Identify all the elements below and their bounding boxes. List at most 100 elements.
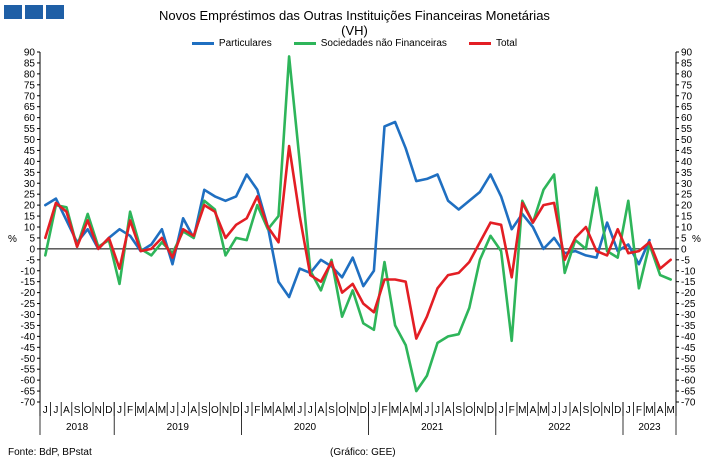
- logo-square: [25, 5, 43, 19]
- x-tick-label: A: [445, 405, 452, 416]
- x-tick-label: J: [371, 405, 376, 416]
- y-tick-label-right: -5: [681, 255, 690, 266]
- x-tick-label: J: [626, 405, 631, 416]
- logo-square: [46, 5, 64, 19]
- y-tick-label-left: 70: [24, 91, 36, 102]
- y-tick-label-left: 60: [24, 113, 36, 124]
- x-tick-label: M: [137, 405, 145, 416]
- x-tick-label: N: [603, 405, 610, 416]
- x-tick-label: M: [391, 405, 399, 416]
- year-label: 2021: [421, 422, 444, 433]
- x-tick-label: A: [190, 405, 197, 416]
- x-tick-label: M: [667, 405, 675, 416]
- y-tick-label-right: -30: [681, 310, 696, 321]
- y-tick-label-left: 75: [24, 80, 36, 91]
- x-tick-label: N: [349, 405, 356, 416]
- y-tick-label-left: -60: [21, 376, 36, 387]
- x-tick-label: O: [84, 405, 92, 416]
- x-tick-label: O: [465, 405, 473, 416]
- y-tick-label-left: -65: [21, 387, 36, 398]
- x-tick-label: J: [499, 405, 504, 416]
- y-tick-label-right: 45: [681, 146, 693, 157]
- y-tick-label-right: -15: [681, 277, 696, 288]
- y-tick-label-right: 60: [681, 113, 693, 124]
- source-note: Fonte: BdP, BPstat: [8, 447, 92, 458]
- y-tick-label-right: 35: [681, 168, 693, 179]
- x-tick-label: J: [424, 405, 429, 416]
- x-tick-label: J: [53, 405, 58, 416]
- y-tick-label-left: -30: [21, 310, 36, 321]
- y-tick-label-right: -45: [681, 343, 696, 354]
- y-tick-label-right: -60: [681, 376, 696, 387]
- x-tick-label: J: [244, 405, 249, 416]
- x-tick-label: A: [530, 405, 537, 416]
- legend-item: Sociedades não Financeiras: [293, 38, 447, 49]
- x-tick-label: O: [338, 405, 346, 416]
- x-tick-label: M: [412, 405, 420, 416]
- x-tick-label: F: [254, 405, 260, 416]
- x-tick-label: A: [572, 405, 579, 416]
- x-tick-label: M: [264, 405, 272, 416]
- x-tick-label: A: [318, 405, 325, 416]
- x-tick-label: S: [201, 405, 208, 416]
- y-tick-label-left: 40: [24, 157, 36, 168]
- x-tick-label: F: [381, 405, 387, 416]
- y-tick-label-right: 25: [681, 190, 693, 201]
- y-tick-label-right: -20: [681, 288, 696, 299]
- y-tick-label-right: -35: [681, 321, 696, 332]
- y-tick-label-right: 70: [681, 91, 693, 102]
- y-tick-label-right: 75: [681, 80, 693, 91]
- y-tick-label-right: 50: [681, 135, 693, 146]
- y-tick-label-right: 15: [681, 212, 693, 223]
- x-tick-label: J: [308, 405, 313, 416]
- x-tick-label: M: [645, 405, 653, 416]
- series-line-1: [43, 55, 673, 393]
- y-tick-label-left: 45: [24, 146, 36, 157]
- chart-legend: Particulares Sociedades não Financeiras …: [0, 38, 709, 49]
- x-tick-label: D: [105, 405, 112, 416]
- y-tick-label-left: -35: [21, 321, 36, 332]
- y-tick-label-left: -25: [21, 299, 36, 310]
- y-tick-label-right: 55: [681, 124, 693, 135]
- x-tick-label: F: [509, 405, 515, 416]
- x-tick-label: J: [297, 405, 302, 416]
- y-tick-label-right: 65: [681, 102, 693, 113]
- y-tick-label-right: -40: [681, 332, 696, 343]
- y-tick-label-right: 10: [681, 223, 693, 234]
- x-tick-label: S: [455, 405, 462, 416]
- y-tick-label-left: -15: [21, 277, 36, 288]
- y-tick-label-right: -50: [681, 354, 696, 365]
- y-tick-label-left: 30: [24, 179, 36, 190]
- chart-title: Novos Empréstimos das Outras Instituiçõe…: [159, 8, 550, 23]
- axes-layer: -70 -70-65 -65-60 -60-55 -55-50 -50-45 -45-40-…: [8, 48, 701, 435]
- series-line-2: [43, 144, 673, 340]
- y-tick-label-left: -5: [26, 255, 35, 266]
- y-tick-label-right: 90: [681, 48, 693, 59]
- x-tick-label: N: [95, 405, 102, 416]
- y-tick-label-left: -45: [21, 343, 36, 354]
- x-tick-label: F: [636, 405, 642, 416]
- x-tick-label: S: [74, 405, 81, 416]
- year-label: 2020: [294, 422, 317, 433]
- x-tick-label: O: [211, 405, 219, 416]
- x-tick-label: A: [657, 405, 664, 416]
- x-tick-label: J: [562, 405, 567, 416]
- year-label: 2019: [167, 422, 190, 433]
- chart-credit: (Gráfico: GEE): [330, 447, 396, 458]
- y-tick-label-right: -65: [681, 387, 696, 398]
- y-tick-label-left: 0: [29, 244, 35, 255]
- y-tick-label-left: -70: [21, 398, 36, 409]
- y-tick-label-left: -10: [21, 266, 36, 277]
- legend-swatch-particulares: [191, 42, 214, 45]
- legend-item: Particulares: [191, 38, 272, 49]
- x-tick-label: A: [148, 405, 155, 416]
- x-tick-label: N: [222, 405, 229, 416]
- y-tick-label-right: -55: [681, 365, 696, 376]
- y-tick-label-left: -55: [21, 365, 36, 376]
- year-label: 2022: [548, 422, 571, 433]
- y-tick-label-right: -70: [681, 398, 696, 409]
- y-tick-label-left: 50: [24, 135, 36, 146]
- x-tick-label: A: [402, 405, 409, 416]
- legend-swatch-total: [468, 42, 491, 45]
- x-tick-label: D: [614, 405, 621, 416]
